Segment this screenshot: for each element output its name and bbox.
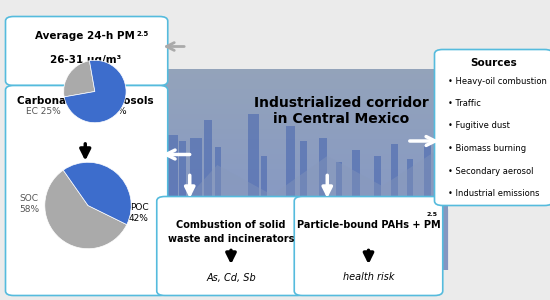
FancyBboxPatch shape — [162, 139, 448, 144]
FancyBboxPatch shape — [162, 194, 448, 200]
FancyBboxPatch shape — [434, 50, 550, 206]
FancyBboxPatch shape — [162, 235, 448, 240]
FancyBboxPatch shape — [374, 156, 381, 252]
Wedge shape — [63, 162, 131, 225]
FancyBboxPatch shape — [214, 147, 221, 252]
Text: • Heavy-oil combustion: • Heavy-oil combustion — [448, 76, 547, 85]
FancyBboxPatch shape — [162, 89, 448, 94]
Text: health risk: health risk — [343, 272, 394, 283]
FancyBboxPatch shape — [162, 219, 448, 225]
Text: 2.5: 2.5 — [136, 31, 149, 37]
FancyBboxPatch shape — [261, 156, 267, 246]
FancyBboxPatch shape — [162, 149, 448, 154]
FancyBboxPatch shape — [390, 144, 398, 264]
FancyBboxPatch shape — [179, 141, 186, 255]
FancyBboxPatch shape — [162, 260, 448, 265]
FancyBboxPatch shape — [162, 204, 448, 210]
FancyBboxPatch shape — [162, 74, 448, 79]
Text: TOC 75%: TOC 75% — [85, 106, 126, 116]
Text: Sources: Sources — [470, 58, 517, 68]
Text: POC
42%: POC 42% — [129, 203, 149, 223]
FancyBboxPatch shape — [162, 124, 448, 129]
FancyBboxPatch shape — [162, 159, 448, 164]
FancyBboxPatch shape — [162, 250, 448, 255]
FancyBboxPatch shape — [162, 94, 448, 99]
Text: • Traffic: • Traffic — [448, 99, 481, 108]
FancyBboxPatch shape — [162, 79, 448, 84]
FancyBboxPatch shape — [162, 184, 448, 190]
FancyBboxPatch shape — [162, 174, 448, 179]
Wedge shape — [64, 61, 95, 97]
FancyBboxPatch shape — [162, 164, 448, 170]
FancyBboxPatch shape — [204, 120, 212, 270]
FancyBboxPatch shape — [162, 84, 448, 89]
Text: 2.5: 2.5 — [426, 212, 437, 217]
FancyBboxPatch shape — [162, 255, 448, 260]
Text: • Industrial emissions: • Industrial emissions — [448, 189, 540, 198]
FancyBboxPatch shape — [294, 196, 443, 296]
FancyBboxPatch shape — [336, 162, 342, 246]
FancyBboxPatch shape — [162, 69, 448, 74]
FancyBboxPatch shape — [248, 114, 258, 270]
Text: Particle-bound PAHs + PM: Particle-bound PAHs + PM — [296, 220, 441, 230]
FancyBboxPatch shape — [286, 126, 295, 270]
FancyBboxPatch shape — [190, 138, 202, 264]
Text: 26-31 μg/m³: 26-31 μg/m³ — [50, 55, 121, 65]
Text: As, Cd, Sb: As, Cd, Sb — [206, 272, 256, 283]
FancyBboxPatch shape — [162, 129, 448, 134]
FancyBboxPatch shape — [162, 199, 448, 205]
Polygon shape — [162, 150, 448, 270]
Text: Average 24-h PM: Average 24-h PM — [35, 31, 135, 41]
FancyBboxPatch shape — [162, 265, 448, 270]
Wedge shape — [45, 170, 127, 249]
Text: SOC
58%: SOC 58% — [19, 194, 40, 214]
FancyBboxPatch shape — [162, 189, 448, 195]
FancyBboxPatch shape — [157, 196, 305, 296]
Wedge shape — [64, 60, 126, 123]
FancyBboxPatch shape — [162, 134, 448, 139]
FancyBboxPatch shape — [162, 169, 448, 175]
FancyBboxPatch shape — [162, 230, 448, 235]
FancyBboxPatch shape — [162, 99, 448, 104]
FancyBboxPatch shape — [162, 104, 448, 109]
Text: • Fugitive dust: • Fugitive dust — [448, 122, 510, 130]
Text: • Biomass burning: • Biomass burning — [448, 144, 526, 153]
FancyBboxPatch shape — [162, 69, 448, 270]
Text: EC 25%: EC 25% — [26, 106, 61, 116]
FancyBboxPatch shape — [162, 154, 448, 159]
FancyBboxPatch shape — [162, 119, 448, 124]
FancyBboxPatch shape — [162, 239, 448, 245]
FancyBboxPatch shape — [162, 179, 448, 184]
FancyBboxPatch shape — [424, 144, 431, 258]
FancyBboxPatch shape — [168, 135, 178, 270]
Text: Combustion of solid
waste and incinerators: Combustion of solid waste and incinerato… — [168, 220, 294, 244]
FancyBboxPatch shape — [162, 209, 448, 215]
FancyBboxPatch shape — [162, 109, 448, 114]
FancyBboxPatch shape — [300, 141, 307, 255]
FancyBboxPatch shape — [162, 224, 448, 230]
FancyBboxPatch shape — [319, 138, 327, 264]
FancyBboxPatch shape — [162, 244, 448, 250]
Text: Industrialized corridor
in Central Mexico: Industrialized corridor in Central Mexic… — [254, 96, 428, 126]
FancyBboxPatch shape — [6, 16, 168, 86]
FancyBboxPatch shape — [407, 159, 412, 249]
FancyBboxPatch shape — [352, 150, 360, 258]
FancyBboxPatch shape — [162, 114, 448, 119]
Text: • Secondary aerosol: • Secondary aerosol — [448, 167, 534, 176]
FancyBboxPatch shape — [6, 85, 168, 296]
Text: Carbonaceous aerosols: Carbonaceous aerosols — [17, 95, 153, 106]
FancyBboxPatch shape — [162, 214, 448, 220]
FancyBboxPatch shape — [162, 144, 448, 149]
